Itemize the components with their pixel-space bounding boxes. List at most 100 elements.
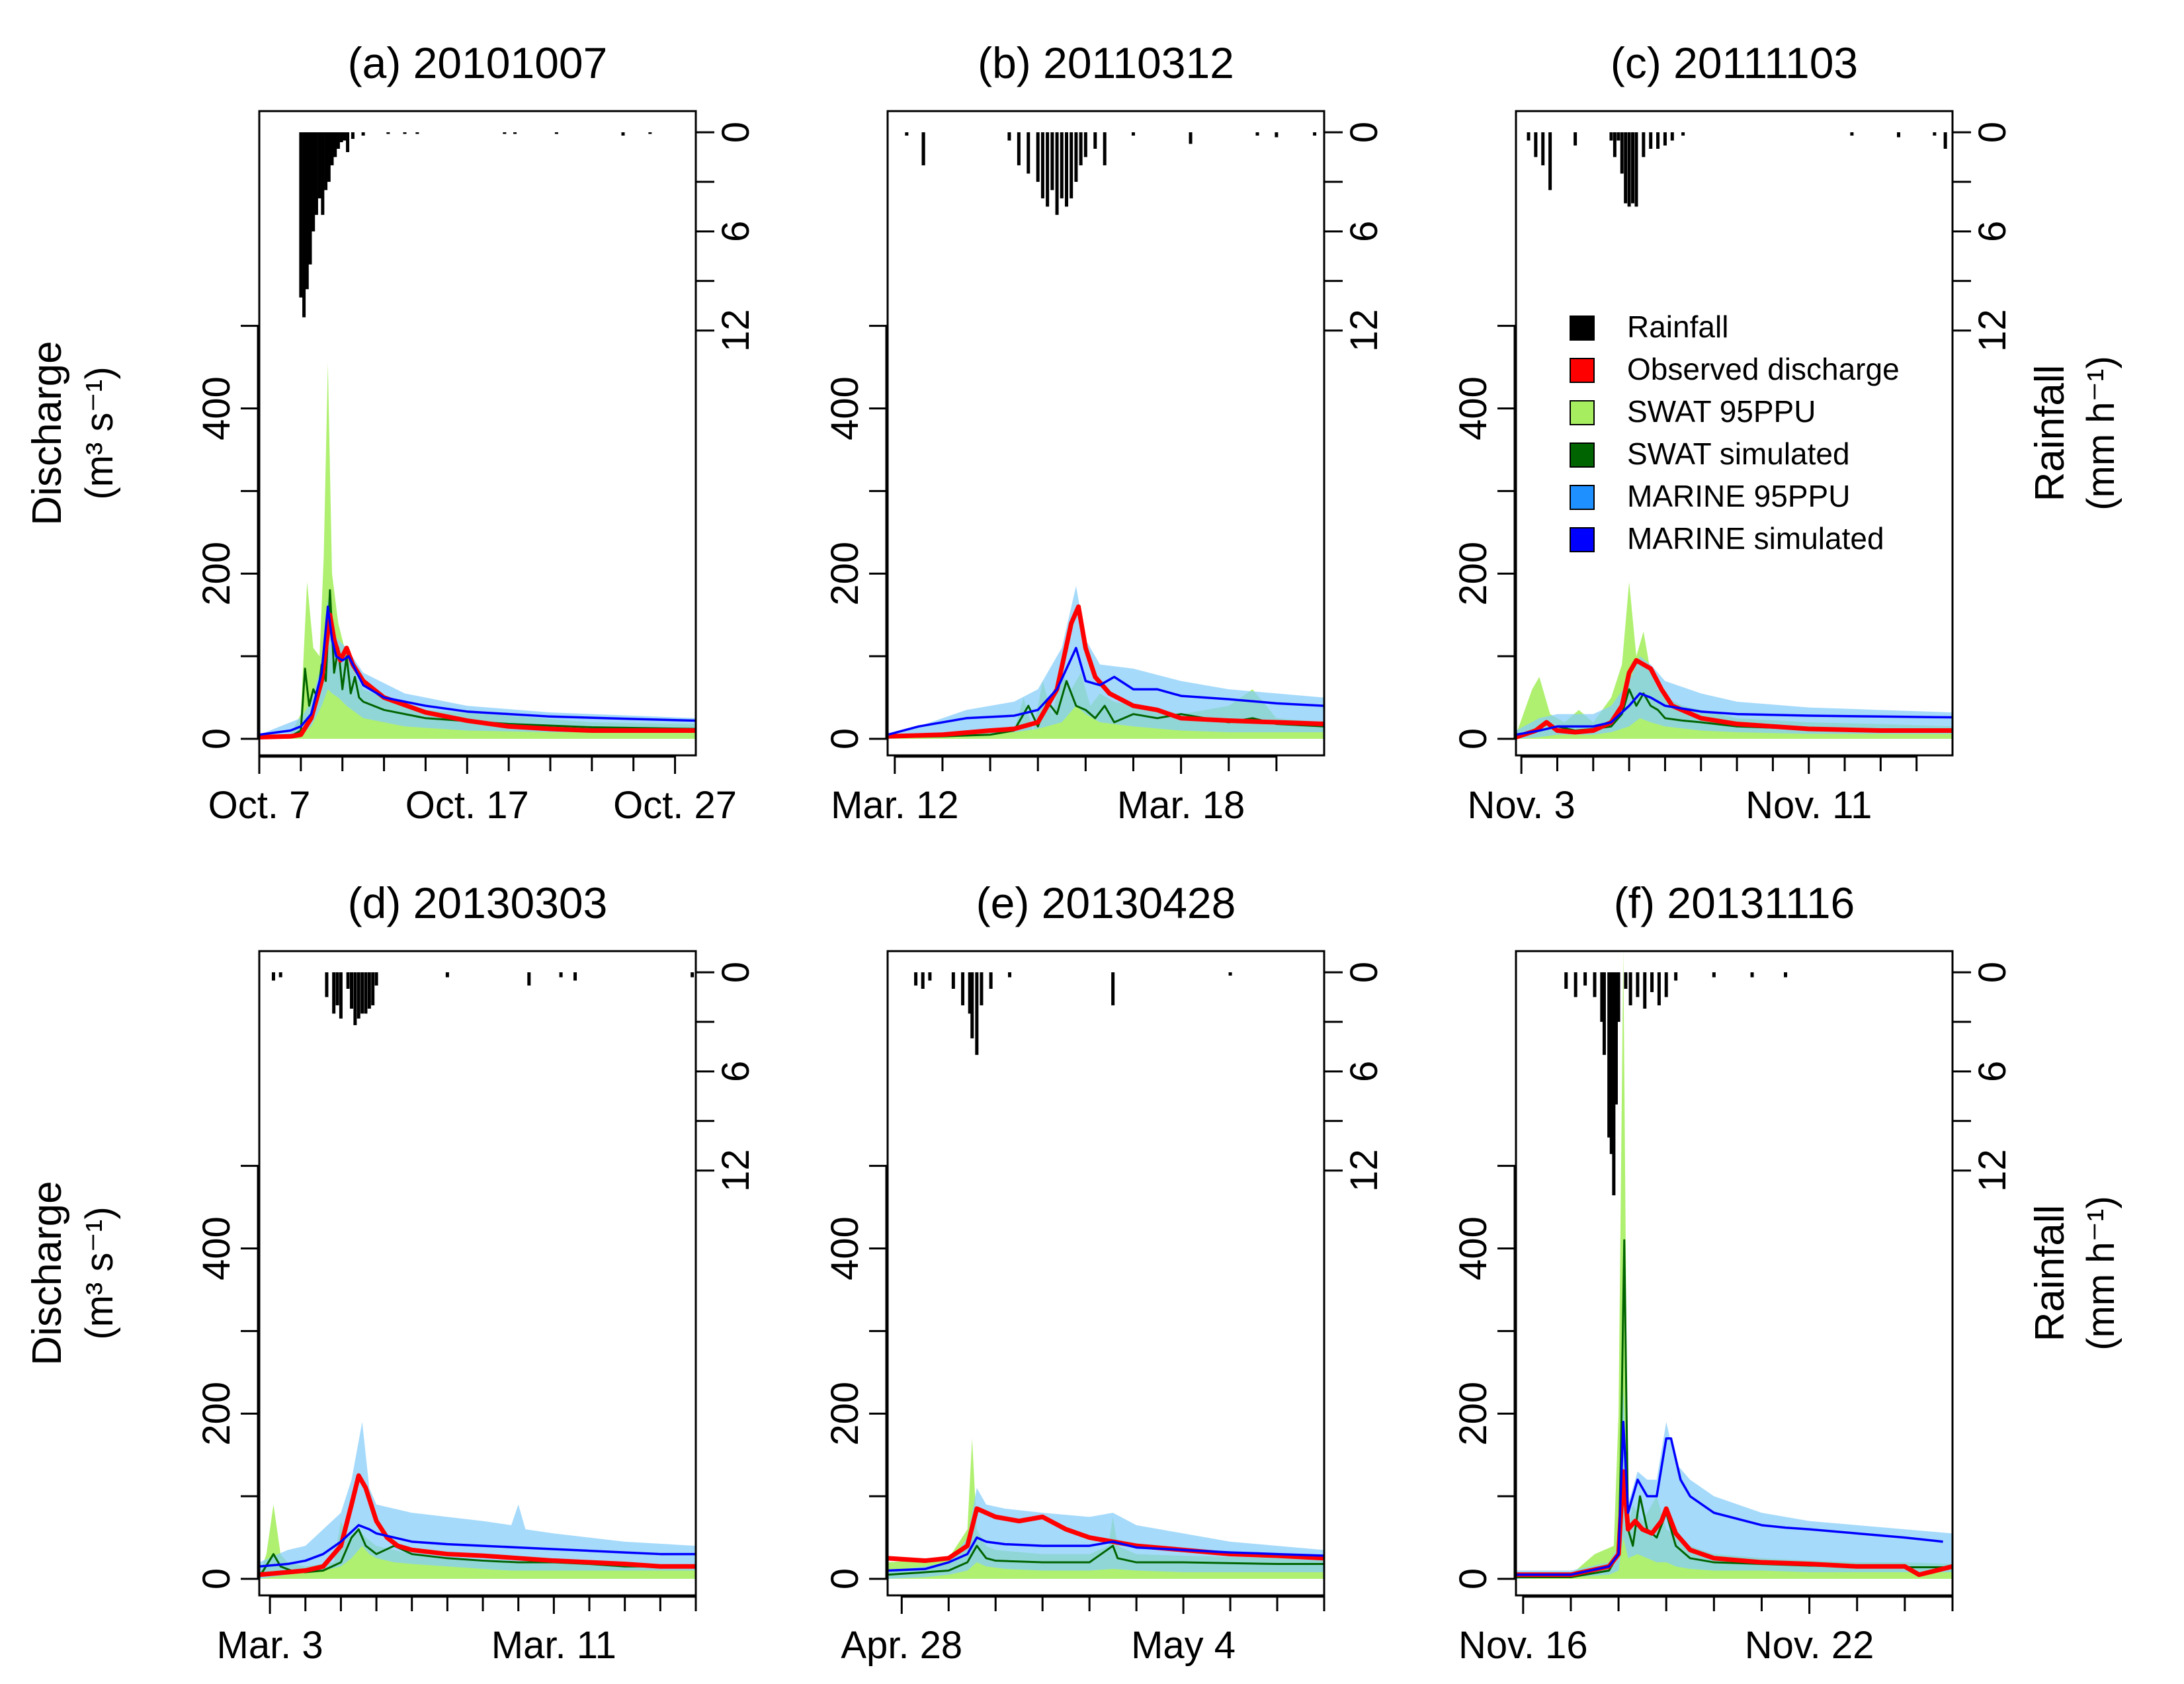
rainfall-bar [1548,132,1552,190]
rainfall-bar [308,132,312,265]
chart-title: (f) 20131116 [1614,878,1855,927]
x-tick-label: Nov. 22 [1745,1624,1874,1667]
rainfall-bar [1609,972,1613,1154]
rainfall-bar [350,972,354,1009]
rainfall-bar [1642,132,1646,157]
rainfall-bar [1614,972,1618,1105]
rainfall-bar [968,972,972,1014]
line-observed-discharge [1516,657,1953,739]
rainfall-bar [1600,972,1604,1022]
line-marine-simulated [888,1536,1324,1572]
rainfall-bar [1583,972,1587,986]
plot-frame [1515,110,1954,757]
rainfall-bar [975,972,979,1055]
y2-tick-label: 12 [714,309,757,352]
legend-label: Observed discharge [1627,352,1900,386]
rainfall-bar [1046,132,1050,207]
y-tick-label: 200 [1452,542,1495,606]
y-tick-label: 200 [195,542,238,606]
x-axis: Oct. 7 Oct. 17 Oct. 27 [208,755,737,827]
legend-swatch [1570,316,1595,341]
y-axis-left: 0 200 400 [195,1165,259,1589]
plot-area [1516,132,1953,739]
rainfall-bar [1593,972,1597,997]
left-axis-title-text: Discharge [24,1181,70,1365]
line-observed-discharge [259,1473,696,1578]
rainfall-bar [1079,132,1083,165]
rainfall-bar [503,132,507,134]
x-tick-label: Mar. 3 [217,1624,323,1667]
chart-panel-6: (f) 20131116 Nov. 16 Nov. 22 0 200 400 0 6 12 [1452,878,2014,1667]
rainfall-bar [980,972,984,1005]
rainfall-bar [1255,132,1259,136]
rainfall-bar [351,132,355,139]
rainfall-bar [336,132,340,149]
x-tick-label: Nov. 16 [1458,1624,1588,1667]
y-tick-label: 0 [195,1568,238,1589]
band-marine-95ppu [1516,656,1953,739]
rainfall-bar [1007,132,1011,141]
plot-area [888,972,1324,1579]
rainfall-bar [1055,132,1059,215]
rainfall-bar [554,132,558,134]
rainfall-bar [1564,972,1568,989]
rainfall-bar [278,972,282,978]
rainfall-bar [346,972,350,989]
x-axis: Nov. 16 Nov. 22 [1458,1595,1954,1667]
rainfall-bar [335,972,339,1005]
y-axis-left: 0 200 400 [1452,325,1516,749]
y-tick-label: 0 [823,1568,866,1589]
rainfall-bar [1663,132,1667,146]
rainfall-bar [1036,132,1040,182]
y2-tick-label: 6 [714,1061,757,1082]
rainfall-bar [921,132,925,165]
rainfall-bar [305,132,309,290]
left-axis-title-row2: Discharge (m³ s⁻¹) [24,1181,121,1365]
rainfall-bar [1275,132,1279,138]
y-tick-label: 400 [823,376,866,441]
band-marine-95ppu [888,1488,1324,1579]
rainfall-bar [1628,972,1632,1005]
x-tick-label: Oct. 17 [405,784,529,827]
rainfall-bar [1634,132,1638,207]
x-axis: Apr. 28 May 4 [841,1595,1325,1667]
rainfall-bar [1189,132,1193,144]
y-tick-label: 200 [1452,1382,1495,1446]
y2-tick-label: 12 [1343,309,1386,352]
band-marine-95ppu [888,586,1324,739]
legend: Rainfall Observed discharge SWAT 95PPU SWAT… [1570,310,1900,556]
rainfall-bar [1313,132,1317,136]
rainfall-bar [312,132,315,232]
rainfall-bar [1933,132,1937,136]
y2-tick-label: 12 [1343,1149,1386,1192]
right-axis-unit-text: (mm h⁻¹) [2079,1196,2122,1351]
band-swat-95ppu [1516,951,1953,1579]
rainfall-bar [325,972,329,997]
y-tick-label: 0 [823,728,866,749]
rainfall-bar [321,132,325,215]
x-tick-label: May 4 [1131,1624,1236,1667]
right-axis-unit-text: (mm h⁻¹) [2079,356,2122,511]
chart-title: (b) 20110312 [978,38,1234,87]
y2-tick-label: 6 [1971,221,2014,242]
y-tick-label: 200 [195,1382,238,1446]
rainfall-bar [1027,132,1030,174]
rainfall-bar [1131,132,1135,136]
x-tick-label: Mar. 18 [1117,784,1245,827]
rainfall-bar [1657,972,1661,1005]
plot-area [259,132,696,740]
rainfall-bar [1636,972,1640,997]
rainfall-bar [332,972,336,1014]
rainfall-bar [1620,132,1624,174]
rainfall-bar [1613,132,1617,157]
legend-label: MARINE 95PPU [1627,479,1850,513]
rainfall-bar [1093,132,1097,149]
y2-tick-label: 6 [714,221,757,242]
rainfall-bar [367,972,371,1009]
plot-frame [886,950,1325,1597]
left-axis-title-text: Discharge [24,341,70,525]
y-tick-label: 400 [1452,376,1495,441]
y-axis-right: 0 6 12 [696,122,757,352]
y2-tick-label: 12 [1971,309,2014,352]
